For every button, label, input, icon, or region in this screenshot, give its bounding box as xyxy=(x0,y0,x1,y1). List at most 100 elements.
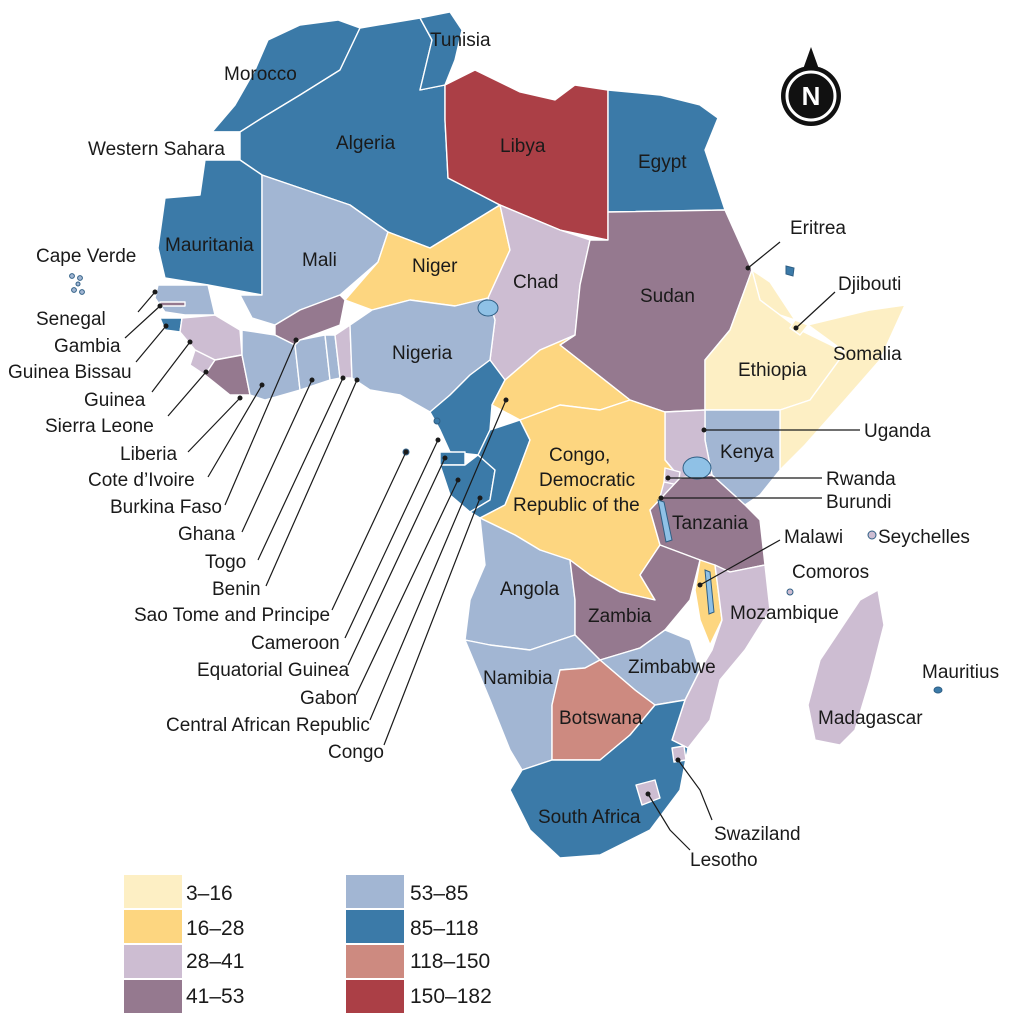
legend-swatch xyxy=(346,910,404,943)
island xyxy=(75,281,81,287)
label-car: Central African Republic xyxy=(166,715,370,736)
label-mali: Mali xyxy=(302,250,337,271)
label-algeria: Algeria xyxy=(336,133,396,154)
island-bioko xyxy=(433,417,441,425)
label-drc-line1: Congo, xyxy=(549,445,610,466)
legend: 3–16 16–28 28–41 41–53 53–85 85–118 118–… xyxy=(124,875,492,1013)
label-south-africa: South Africa xyxy=(538,807,641,828)
country-egypt[interactable] xyxy=(607,89,726,213)
label-liberia: Liberia xyxy=(120,444,177,465)
country-guinea[interactable] xyxy=(179,314,243,361)
label-uganda: Uganda xyxy=(864,421,931,442)
legend-label: 118–150 xyxy=(410,950,490,973)
legend-label: 85–118 xyxy=(410,917,479,940)
countries xyxy=(154,11,906,859)
legend-swatch xyxy=(346,945,404,978)
label-gambia: Gambia xyxy=(54,336,121,357)
legend-label: 41–53 xyxy=(186,985,244,1008)
label-cote-divoire: Cote d’Ivoire xyxy=(88,470,195,491)
label-malawi: Malawi xyxy=(784,527,843,548)
lake-victoria xyxy=(682,456,712,480)
island-comoros xyxy=(786,588,794,596)
legend-label: 150–182 xyxy=(410,985,492,1008)
label-burundi: Burundi xyxy=(826,492,892,513)
legend-label: 16–28 xyxy=(186,917,244,940)
island xyxy=(71,287,77,293)
label-burkina-faso: Burkina Faso xyxy=(110,497,222,518)
label-swaziland: Swaziland xyxy=(714,824,801,845)
country-madagascar[interactable] xyxy=(807,589,885,746)
legend-swatch xyxy=(346,980,404,1013)
island xyxy=(69,273,75,279)
label-chad: Chad xyxy=(513,272,558,293)
label-mauritius: Mauritius xyxy=(922,662,999,683)
label-egypt: Egypt xyxy=(638,152,687,173)
lake-tanganyika xyxy=(657,499,673,543)
label-eritrea: Eritrea xyxy=(790,218,846,239)
compass-arrow-icon xyxy=(802,47,820,72)
country-burkina-faso[interactable] xyxy=(274,294,346,346)
label-mauritania: Mauritania xyxy=(165,235,254,256)
country-labels: Tunisia Morocco Algeria Libya Egypt West… xyxy=(8,30,999,871)
label-ethiopia: Ethiopia xyxy=(738,360,807,381)
label-gabon: Gabon xyxy=(300,688,357,709)
label-guinea: Guinea xyxy=(84,390,146,411)
label-cameroon: Cameroon xyxy=(251,633,340,654)
label-zambia: Zambia xyxy=(588,606,652,627)
label-togo: Togo xyxy=(205,552,246,573)
label-namibia: Namibia xyxy=(483,668,553,689)
country-senegal[interactable] xyxy=(154,284,216,316)
legend-swatch xyxy=(124,910,182,943)
label-western-sahara: Western Sahara xyxy=(88,139,225,160)
island xyxy=(77,275,83,281)
label-cape-verde: Cape Verde xyxy=(36,246,136,267)
label-benin: Benin xyxy=(212,579,261,600)
country-ghana[interactable] xyxy=(294,334,331,391)
label-drc-line3: Republic of the xyxy=(513,495,640,516)
label-madagascar: Madagascar xyxy=(818,708,923,729)
country-gambia[interactable] xyxy=(159,301,186,307)
country-djibouti[interactable] xyxy=(789,319,809,336)
label-tanzania: Tanzania xyxy=(672,513,748,534)
legend-label: 28–41 xyxy=(186,950,244,973)
north-compass: N xyxy=(781,47,841,126)
label-senegal: Senegal xyxy=(36,309,106,330)
compass-letter: N xyxy=(802,81,821,111)
label-comoros: Comoros xyxy=(792,562,869,583)
compass-outer-ring xyxy=(781,66,841,126)
legend-swatch xyxy=(124,945,182,978)
country-swaziland[interactable] xyxy=(671,745,687,763)
label-lesotho: Lesotho xyxy=(690,850,758,871)
label-angola: Angola xyxy=(500,579,560,600)
label-sierra-leone: Sierra Leone xyxy=(45,416,154,437)
label-kenya: Kenya xyxy=(720,442,774,463)
label-morocco: Morocco xyxy=(224,64,297,85)
label-ghana: Ghana xyxy=(178,524,235,545)
leader-lines xyxy=(124,241,860,851)
lake-chad xyxy=(477,299,499,317)
label-sudan: Sudan xyxy=(640,286,695,307)
label-tunisia: Tunisia xyxy=(430,30,491,51)
label-djibouti: Djibouti xyxy=(838,274,901,295)
legend-swatch xyxy=(124,980,182,1013)
label-mozambique: Mozambique xyxy=(730,603,839,624)
label-niger: Niger xyxy=(412,256,458,277)
label-seychelles: Seychelles xyxy=(878,527,970,548)
country-tunisia[interactable] xyxy=(419,11,463,91)
label-somalia: Somalia xyxy=(833,344,902,365)
label-libya: Libya xyxy=(500,136,546,157)
label-sao-tome: Sao Tome and Principe xyxy=(134,605,330,626)
legend-swatch xyxy=(346,875,404,908)
label-drc-line2: Democratic xyxy=(539,470,635,491)
country-somalia[interactable] xyxy=(779,304,906,471)
label-equatorial-guinea: Equatorial Guinea xyxy=(197,660,350,681)
legend-label: 3–16 xyxy=(186,882,233,905)
lakes xyxy=(477,299,715,615)
label-rwanda: Rwanda xyxy=(826,469,896,490)
islands-cape-verde xyxy=(69,273,85,295)
label-guinea-bissau: Guinea Bissau xyxy=(8,362,132,383)
legend-label: 53–85 xyxy=(410,882,468,905)
compass-inner-ring xyxy=(785,70,837,122)
country-south-africa[interactable] xyxy=(509,699,689,859)
